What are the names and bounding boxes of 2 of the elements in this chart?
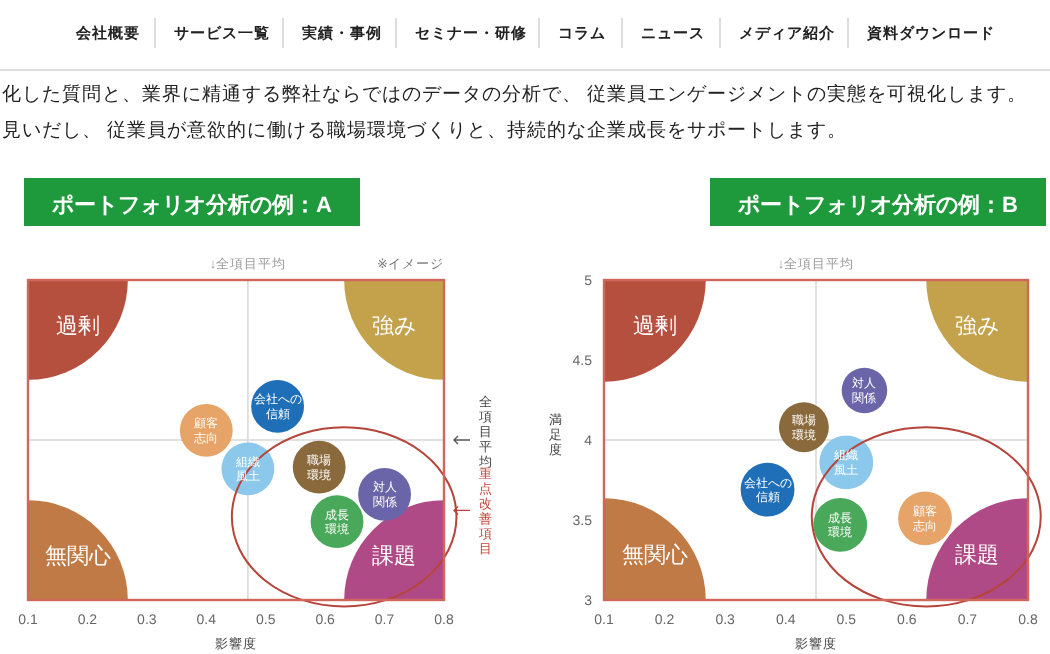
title: ポートフォリオ分析の例：B xyxy=(738,194,1018,218)
title: ポートフォリオ分析の例：A xyxy=(52,194,332,218)
